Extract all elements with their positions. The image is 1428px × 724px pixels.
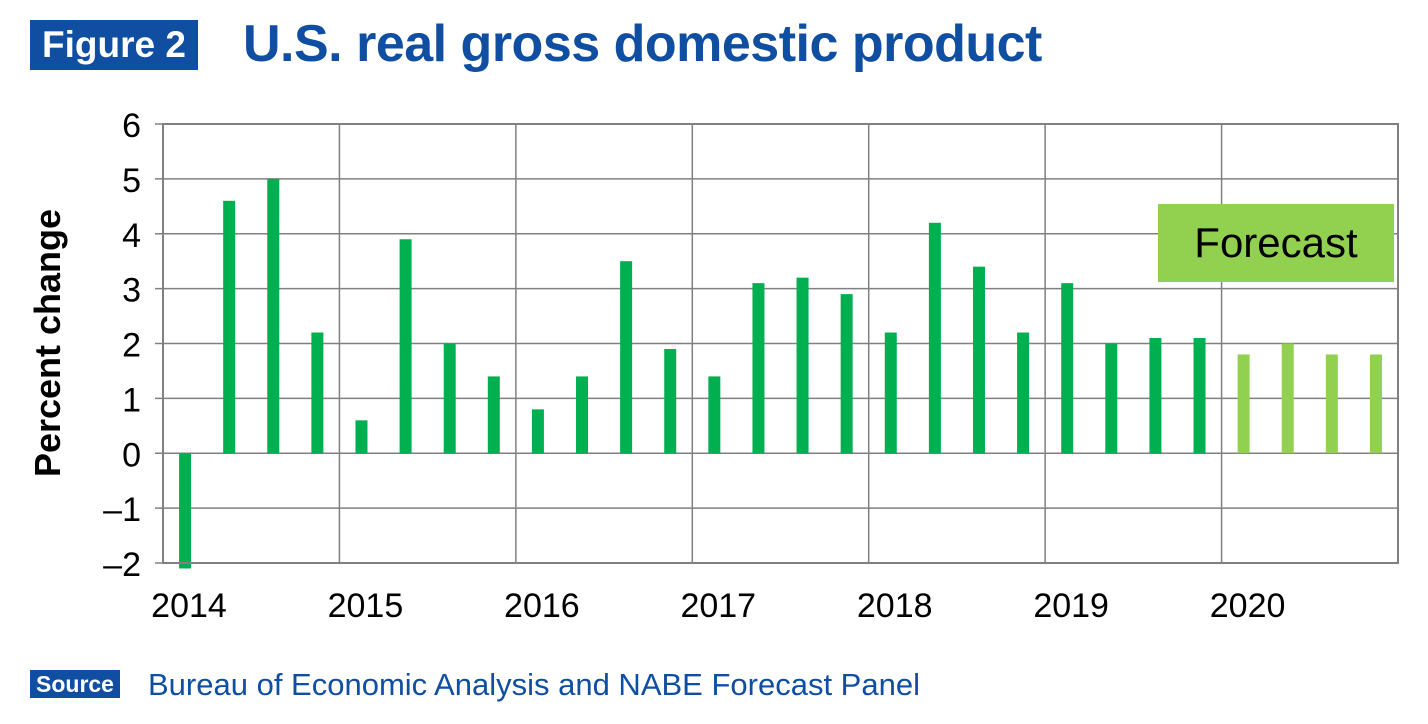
y-tick-label: 6 — [122, 107, 141, 145]
x-tick-label: 2020 — [1210, 587, 1286, 625]
x-tick-label: 2014 — [151, 587, 227, 625]
y-tick-label: 5 — [122, 162, 141, 200]
figure-label: Figure 2 — [30, 20, 198, 70]
bar — [796, 277, 809, 454]
bar — [267, 178, 280, 454]
bar — [1105, 343, 1118, 454]
bar — [1061, 283, 1074, 454]
y-tick-label: 1 — [122, 381, 141, 419]
y-tick-labels: –2 –1 0 1 2 3 4 5 6 — [103, 107, 141, 584]
y-tick-label: 0 — [122, 436, 141, 474]
bar — [531, 409, 544, 454]
axes — [155, 123, 1399, 564]
bar — [664, 348, 677, 454]
chart-title: U.S. real gross domestic product — [243, 15, 1042, 73]
bar — [928, 222, 941, 454]
bar — [179, 453, 192, 569]
bar — [1149, 338, 1162, 454]
x-tick-label: 2015 — [328, 587, 404, 625]
bar — [311, 332, 324, 454]
forecast-annotation: Forecast — [1158, 204, 1394, 282]
bar — [752, 283, 765, 454]
plot-frame — [162, 123, 1399, 564]
bar — [355, 420, 368, 454]
forecast-box — [1158, 204, 1394, 282]
forecast-bar — [1369, 354, 1382, 454]
y-tick-label: 2 — [122, 327, 141, 365]
bars — [179, 178, 1382, 569]
y-tick-label: 3 — [122, 272, 141, 310]
x-tick-label: 2017 — [680, 587, 756, 625]
bar — [972, 266, 985, 454]
bar — [443, 343, 456, 454]
x-tick-label: 2016 — [504, 587, 580, 625]
forecast-bar — [1325, 354, 1338, 454]
y-tick-label: 4 — [122, 217, 141, 255]
forecast-bar — [1237, 354, 1250, 454]
bar — [708, 376, 721, 454]
bar — [576, 376, 589, 454]
bar — [884, 332, 897, 454]
bar — [1193, 338, 1206, 454]
source-label: Source — [30, 670, 120, 698]
grid — [163, 123, 1398, 564]
bar — [399, 239, 412, 454]
source-text: Bureau of Economic Analysis and NABE For… — [148, 667, 920, 702]
forecast-bar — [1281, 343, 1294, 454]
y-tick-label: –2 — [103, 546, 141, 584]
x-tick-label: 2018 — [857, 587, 933, 625]
y-axis-label: Percent change — [27, 209, 68, 477]
y-tick-label: –1 — [103, 491, 141, 529]
forecast-label: Forecast — [1194, 219, 1358, 266]
bar — [223, 200, 236, 454]
bar — [1017, 332, 1030, 454]
x-tick-labels: 2014 2015 2016 2017 2018 2019 2020 — [151, 587, 1285, 625]
x-tick-label: 2019 — [1033, 587, 1109, 625]
bar — [840, 294, 853, 454]
bar — [620, 261, 633, 454]
bar — [487, 376, 500, 454]
